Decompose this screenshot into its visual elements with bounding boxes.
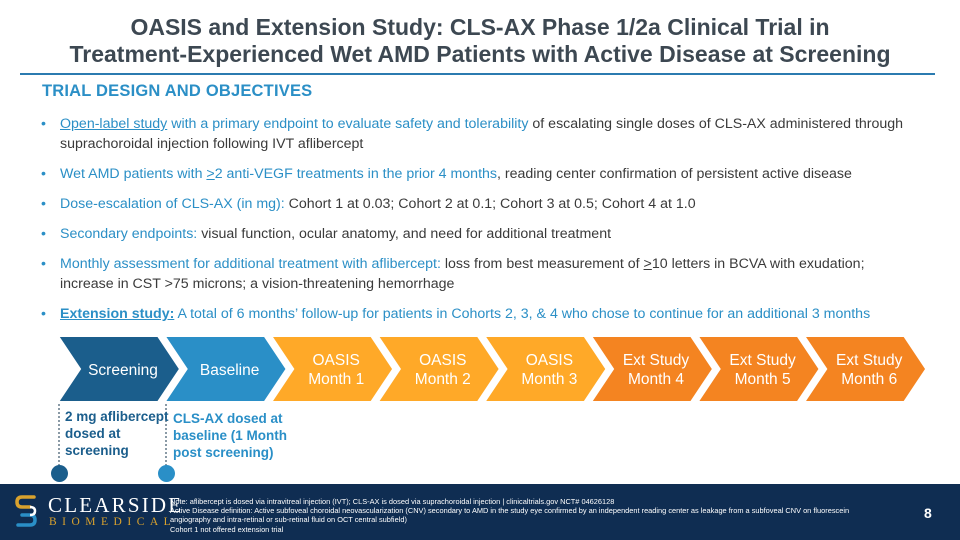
bullet-dot: • bbox=[41, 196, 46, 212]
slide-title-line-2: Treatment-Experienced Wet AMD Patients w… bbox=[69, 41, 891, 67]
timeline-label-oasis-month-3-2: Month 3 bbox=[521, 371, 577, 388]
timeline-step-oasis-month-1 bbox=[269, 335, 395, 403]
timeline-label-ext-month-5-2: Month 5 bbox=[735, 371, 791, 388]
bullet-dose-escalation: • Dose-escalation of CLS-AX (in mg): Coho… bbox=[41, 196, 696, 212]
bullet-dot: • bbox=[41, 306, 46, 322]
timeline-step-screening bbox=[56, 335, 182, 403]
bullet-dot: • bbox=[41, 116, 46, 132]
bullet-secondary-endpoints: • Secondary endpoints: visual function, o… bbox=[41, 226, 612, 242]
slide-title: OASIS and Extension Study: CLS-AX Phase … bbox=[0, 14, 960, 68]
timeline-label-ext-month-5-1: Ext Study bbox=[729, 352, 796, 369]
screening-annotation: 2 mg aflibercept dosed at screening bbox=[65, 409, 169, 458]
timeline-label-ext-month-4-1: Ext Study bbox=[623, 352, 690, 369]
timeline-label-oasis-month-2-1: OASIS bbox=[419, 352, 466, 369]
logo-subtitle: BIOMEDICAL bbox=[49, 516, 177, 528]
timeline-label-baseline-1: Baseline bbox=[200, 362, 259, 379]
footnotes: Note: aflibercept is dosed via intravitr… bbox=[170, 497, 890, 534]
bullet-extension-study: • Extension study: A total of 6 months’ f… bbox=[41, 306, 871, 322]
timeline-label-ext-month-4-2: Month 4 bbox=[628, 371, 684, 388]
clearside-logo-icon bbox=[15, 495, 37, 527]
timeline-step-ext-month-6 bbox=[802, 335, 928, 403]
baseline-dotted-line bbox=[165, 404, 167, 466]
baseline-marker-circle bbox=[158, 465, 175, 482]
footer-bar: CLEARSIDE BIOMEDICAL bbox=[0, 484, 960, 540]
logo-wordmark: CLEARSIDE bbox=[48, 493, 184, 517]
bullet-dot: • bbox=[41, 256, 46, 272]
timeline-label-oasis-month-1-1: OASIS bbox=[313, 352, 360, 369]
bullet-dot: • bbox=[41, 226, 46, 242]
screening-marker-circle bbox=[51, 465, 68, 482]
bullet-monthly-assessment: • Monthly assessment for additional treat… bbox=[41, 256, 865, 292]
timeline-step-baseline bbox=[162, 335, 288, 403]
footnote-3: Cohort 1 not offered extension trial bbox=[170, 524, 284, 534]
timeline-label-screening-1: Screening bbox=[88, 362, 158, 379]
timeline-step-ext-month-4 bbox=[589, 335, 715, 403]
baseline-annotation: CLS-AX dosed at baseline (1 Month post s… bbox=[173, 411, 288, 460]
bullet-open-label: • Open-label study with a primary endpoin… bbox=[41, 116, 904, 152]
page-number: 8 bbox=[924, 505, 932, 521]
objectives-list: • Open-label study with a primary endpoin… bbox=[40, 114, 920, 334]
title-divider bbox=[20, 73, 935, 75]
timeline-label-ext-month-6-1: Ext Study bbox=[836, 352, 903, 369]
timeline-label-oasis-month-1-2: Month 1 bbox=[308, 371, 364, 388]
timeline-step-oasis-month-2 bbox=[375, 335, 502, 403]
slide-title-line-1: OASIS and Extension Study: CLS-AX Phase … bbox=[130, 14, 830, 40]
bullet-wet-amd-patients: • Wet AMD patients with >2 anti-VEGF trea… bbox=[41, 166, 852, 182]
screening-dotted-line bbox=[58, 404, 60, 466]
timeline-step-ext-month-5 bbox=[695, 335, 821, 403]
timeline-label-ext-month-6-2: Month 6 bbox=[841, 371, 897, 388]
timeline-label-oasis-month-3-1: OASIS bbox=[526, 352, 573, 369]
extension-study-link[interactable]: Extension study: bbox=[60, 306, 175, 322]
open-label-link[interactable]: Open-label study bbox=[60, 116, 168, 132]
timeline-label-oasis-month-2-2: Month 2 bbox=[415, 371, 471, 388]
section-heading: TRIAL DESIGN AND OBJECTIVES bbox=[42, 82, 313, 100]
bullet-dot: • bbox=[41, 166, 46, 182]
footnote-2: Active Disease definition: Active subfov… bbox=[170, 506, 850, 525]
footnote-1: Note: aflibercept is dosed via intravitr… bbox=[170, 497, 615, 506]
timeline-step-oasis-month-3 bbox=[482, 335, 608, 403]
